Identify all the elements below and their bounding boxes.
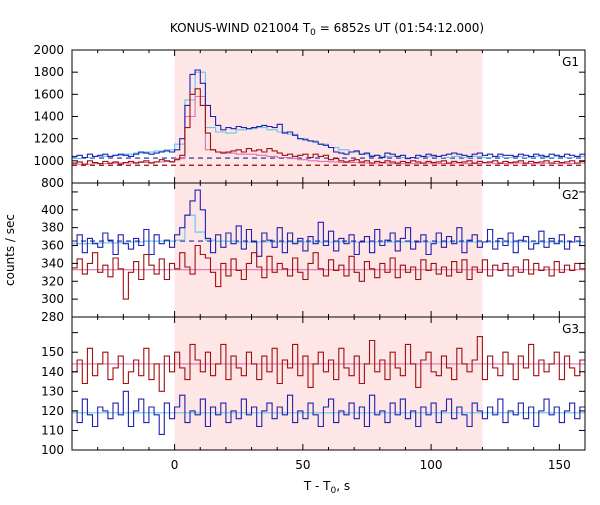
y-tick-label: 340 — [41, 256, 64, 270]
y-tick-label: 1200 — [33, 132, 64, 146]
panel-g1: 800 1000 1200 1400 1600 1800 2000 G1 — [33, 43, 586, 190]
y-tick-label: 380 — [41, 221, 64, 235]
highlight-interval — [174, 50, 483, 183]
highlight-interval — [174, 183, 483, 317]
chart-title: KONUS-WIND 021004 T0 = 6852s UT (01:54:1… — [170, 21, 484, 38]
y-tick-label: 1800 — [33, 65, 64, 79]
x-tick-label: 150 — [548, 458, 571, 472]
y-tick-label: 110 — [41, 423, 64, 437]
panel-label: G2 — [562, 188, 579, 202]
y-tick-label: 2000 — [33, 43, 64, 57]
y-tick-label: 280 — [41, 310, 64, 324]
y-tick-label: 300 — [41, 292, 64, 306]
y-axis-label: counts / sec — [3, 214, 17, 286]
series-line-0 — [72, 189, 585, 257]
series-line-0 — [72, 69, 585, 160]
series-line-1 — [72, 244, 585, 300]
highlight-interval — [174, 317, 483, 450]
x-axis-label: T - T0, s — [303, 479, 350, 496]
panels-group: 800 1000 1200 1400 1600 1800 2000 G1 280 300 320 34… — [33, 43, 586, 457]
series-line-3 — [72, 95, 585, 165]
panel-g2: 280 300 320 340 360 380 400 G2 — [41, 182, 586, 324]
y-tick-label: 120 — [41, 404, 64, 418]
x-tick-label: 50 — [295, 458, 310, 472]
panel-label: G3 — [562, 322, 579, 336]
y-tick-label: 360 — [41, 239, 64, 253]
panel-label: G1 — [562, 55, 579, 69]
y-tick-label: 1000 — [33, 154, 64, 168]
y-tick-label: 150 — [41, 345, 64, 359]
series-line-1 — [72, 88, 585, 165]
y-tick-label: 400 — [41, 203, 64, 217]
y-tick-label: 100 — [41, 443, 64, 457]
x-tick-label: 100 — [420, 458, 443, 472]
x-tick-labels: 0 50 100 150 — [171, 458, 571, 472]
y-tick-label: 320 — [41, 274, 64, 288]
y-tick-label: 800 — [41, 176, 64, 190]
series-line-1 — [72, 336, 585, 392]
y-tick-label: 140 — [41, 365, 64, 379]
series-line-0 — [72, 390, 585, 435]
y-tick-label: 130 — [41, 384, 64, 398]
panel-g3: 100 110 120 130 140 150 G3 — [41, 316, 586, 457]
x-tick-label: 0 — [171, 458, 179, 472]
y-tick-label: 1400 — [33, 110, 64, 124]
y-tick-label: 1600 — [33, 87, 64, 101]
